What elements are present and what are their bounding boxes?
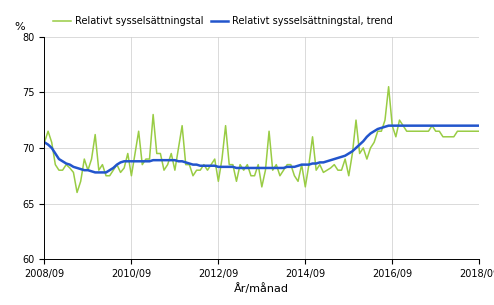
Legend: Relativt sysselsättningstal, Relativt sysselsättningstal, trend: Relativt sysselsättningstal, Relativt sy… bbox=[49, 13, 397, 30]
Text: %: % bbox=[14, 22, 25, 32]
Relativt sysselsättningstal bbox=[41, 141, 47, 144]
Line: Relativt sysselsättningstal, trend: Relativt sysselsättningstal, trend bbox=[44, 126, 479, 172]
Relativt sysselsättningstal bbox=[74, 191, 80, 194]
Relativt sysselsättningstal, trend bbox=[386, 124, 392, 127]
Relativt sysselsättningstal bbox=[454, 129, 460, 133]
Relativt sysselsättningstal, trend bbox=[41, 141, 47, 144]
Relativt sysselsättningstal, trend bbox=[85, 168, 91, 172]
Relativt sysselsättningstal, trend bbox=[92, 170, 98, 174]
Relativt sysselsättningstal bbox=[317, 163, 323, 167]
X-axis label: År/månad: År/månad bbox=[234, 283, 289, 294]
Relativt sysselsättningstal bbox=[338, 168, 344, 172]
Relativt sysselsättningstal, trend bbox=[147, 160, 153, 163]
Line: Relativt sysselsättningstal: Relativt sysselsättningstal bbox=[44, 87, 479, 192]
Relativt sysselsättningstal bbox=[476, 129, 482, 133]
Relativt sysselsättningstal, trend bbox=[338, 155, 344, 159]
Relativt sysselsättningstal, trend bbox=[476, 124, 482, 127]
Relativt sysselsättningstal, trend bbox=[317, 160, 323, 164]
Relativt sysselsättningstal bbox=[230, 163, 236, 167]
Relativt sysselsättningstal bbox=[386, 85, 392, 88]
Relativt sysselsättningstal, trend bbox=[454, 124, 460, 127]
Relativt sysselsättningstal bbox=[88, 157, 94, 161]
Relativt sysselsättningstal, trend bbox=[230, 165, 236, 169]
Relativt sysselsättningstal bbox=[147, 157, 153, 161]
